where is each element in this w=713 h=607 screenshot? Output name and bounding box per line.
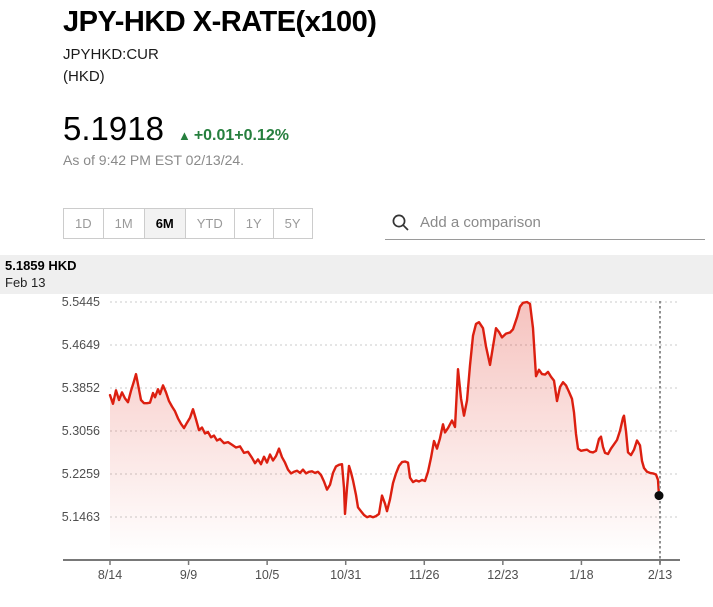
price-change: ▲ +0.01+0.12%	[178, 127, 289, 145]
range-buttons: 1D 1M 6M YTD 1Y 5Y	[63, 208, 313, 239]
x-axis-label: 11/26	[409, 568, 439, 582]
x-axis-label: 10/31	[330, 568, 361, 582]
price-change-text: +0.01+0.12%	[193, 127, 290, 144]
area-fill	[110, 302, 659, 560]
y-axis-label: 5.4649	[62, 338, 100, 352]
search-icon	[392, 214, 409, 231]
range-button-5y[interactable]: 5Y	[272, 209, 312, 238]
page-title: JPY-HKD X-RATE(x100)	[63, 6, 377, 38]
up-triangle-icon: ▲	[177, 128, 191, 143]
y-axis-label: 5.3056	[62, 424, 100, 438]
x-axis-label: 8/14	[98, 568, 122, 582]
x-axis-label: 10/5	[255, 568, 279, 582]
range-button-6m[interactable]: 6M	[143, 209, 185, 238]
comparison-input[interactable]	[418, 213, 705, 232]
as-of-timestamp: As of 9:42 PM EST 02/13/24.	[63, 152, 245, 168]
y-axis-label: 5.3852	[62, 381, 100, 395]
last-point-date: Feb 13	[5, 275, 46, 290]
y-axis-label: 5.2259	[62, 467, 100, 481]
ticker-symbol: JPYHKD:CUR	[63, 46, 159, 63]
last-price: 5.1918	[63, 110, 164, 147]
range-button-1d[interactable]: 1D	[64, 209, 103, 238]
x-axis-label: 1/18	[569, 568, 593, 582]
range-button-ytd[interactable]: YTD	[184, 209, 234, 238]
last-point-marker	[654, 491, 664, 501]
x-axis-label: 2/13	[648, 568, 672, 582]
last-point-value: 5.1859 HKD	[5, 258, 77, 273]
last-point-tooltip: 5.1859 HKD Feb 13	[0, 255, 713, 294]
y-axis-label: 5.5445	[62, 295, 100, 309]
range-button-1m[interactable]: 1M	[102, 209, 144, 238]
x-axis-label: 9/9	[180, 568, 197, 582]
range-button-1y[interactable]: 1Y	[233, 209, 273, 238]
currency-unit: (HKD)	[63, 68, 105, 85]
x-axis-label: 12/23	[487, 568, 518, 582]
y-axis-label: 5.1463	[62, 510, 100, 524]
comparison-search	[385, 206, 705, 240]
price-row: 5.1918 ▲ +0.01+0.12%	[63, 110, 289, 148]
price-line	[108, 300, 661, 519]
price-chart[interactable]: 5.5445 5.4649 5.3852 5.3056 5.2259 5.1463 8/14…	[0, 255, 713, 607]
chart-canvas[interactable]: 5.5445 5.4649 5.3852 5.3056 5.2259 5.1463 8/14…	[0, 255, 713, 595]
